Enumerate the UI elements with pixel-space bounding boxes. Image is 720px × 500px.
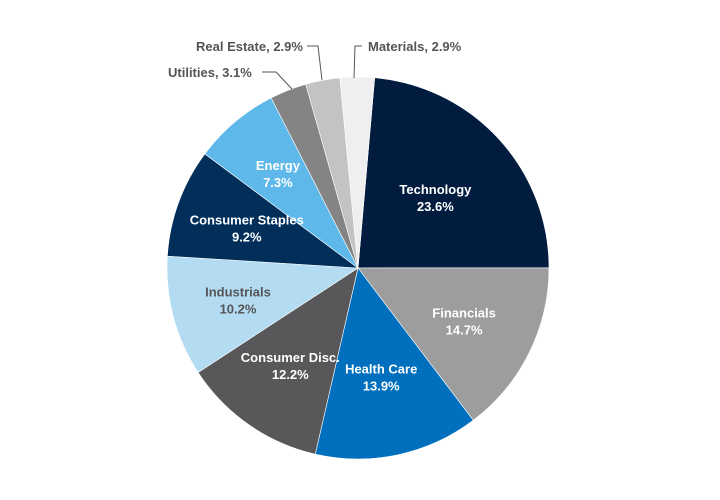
slice-label-industrials: Industrials (205, 285, 271, 300)
slice-labels: Technology 23.6% Financials 14.7% Health Car… (168, 39, 496, 393)
slice-value-financials: 14.7% (446, 323, 483, 338)
slice-value-technology: 23.6% (417, 199, 454, 214)
slice-label-consumer-staples: Consumer Staples (190, 212, 304, 227)
callout-label-materials: Materials, 2.9% (368, 39, 462, 54)
pie-slice-consumer-staples (167, 153, 359, 269)
slice-label-financials: Financials (432, 306, 496, 321)
pie-slice-consumer-disc (197, 267, 359, 455)
callout-label-utilities: Utilities, 3.1% (168, 65, 252, 80)
callout-line-utilities (262, 71, 293, 90)
slice-value-health-care: 13.9% (363, 378, 400, 393)
pie-slice-industrials (166, 255, 359, 373)
pie-slice-health-care (314, 267, 474, 460)
pie-slices (166, 76, 550, 460)
callout-line-real-estate (307, 45, 323, 81)
slice-value-consumer-disc: 12.2% (272, 367, 309, 382)
callout-label-real-estate: Real Estate, 2.9% (196, 39, 303, 54)
slice-label-technology: Technology (399, 182, 472, 197)
pie-slice-materials (339, 76, 375, 269)
slice-label-energy: Energy (256, 158, 301, 173)
pie-slice-technology (357, 77, 550, 269)
callout-line-materials (353, 45, 362, 79)
callout-lines (262, 45, 362, 90)
pie-slice-financials (357, 267, 550, 421)
slice-value-energy: 7.3% (263, 175, 293, 190)
slice-label-consumer-disc: Consumer Disc. (241, 350, 340, 365)
slice-label-health-care: Health Care (345, 361, 417, 376)
slice-value-industrials: 10.2% (220, 302, 257, 317)
slice-value-consumer-staples: 9.2% (232, 229, 262, 244)
